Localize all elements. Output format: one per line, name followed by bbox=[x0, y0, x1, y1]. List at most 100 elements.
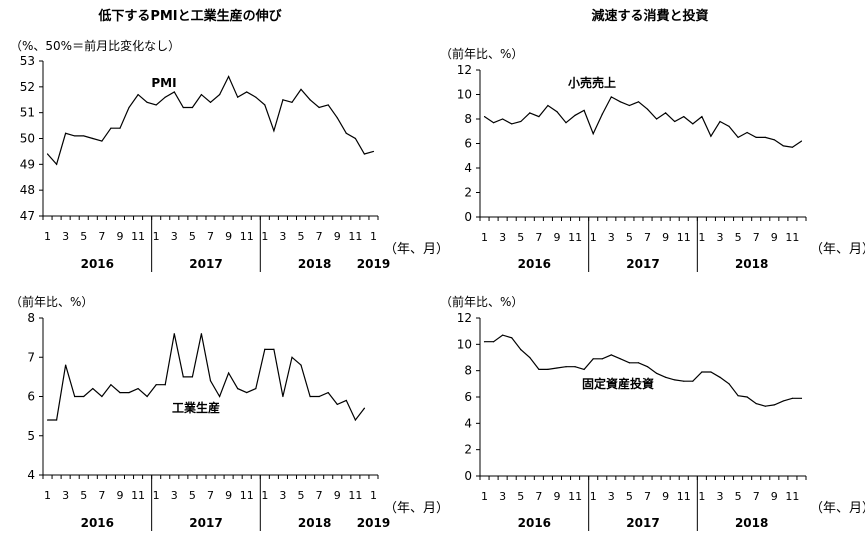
y-tick-label: 7 bbox=[27, 350, 35, 364]
data-point bbox=[309, 395, 311, 398]
data-point bbox=[137, 93, 139, 96]
data-point bbox=[237, 96, 239, 98]
x-tick-label: 7 bbox=[535, 490, 542, 503]
y-unit-label: （前年比、%） bbox=[10, 294, 93, 309]
data-point bbox=[755, 136, 757, 138]
data-point bbox=[710, 371, 712, 373]
year-label: 2016 bbox=[81, 257, 114, 271]
data-point bbox=[363, 153, 366, 155]
x-tick-label: 5 bbox=[735, 231, 742, 244]
x-tick-label: 5 bbox=[517, 231, 524, 244]
data-point bbox=[228, 372, 230, 374]
data-point bbox=[728, 383, 730, 385]
x-tick-label: 5 bbox=[298, 230, 305, 243]
x-tick-label: 3 bbox=[499, 490, 506, 503]
x-tick-label: 7 bbox=[644, 490, 651, 503]
data-point bbox=[538, 368, 540, 370]
y-tick-label: 6 bbox=[464, 390, 472, 404]
data-point bbox=[655, 372, 658, 374]
data-point bbox=[655, 118, 658, 120]
year-label: 2017 bbox=[189, 257, 222, 271]
y-tick-label: 53 bbox=[20, 54, 35, 68]
y-tick-label: 0 bbox=[464, 210, 472, 224]
data-point bbox=[529, 112, 531, 114]
data-point bbox=[273, 348, 275, 350]
data-point bbox=[755, 402, 757, 405]
x-tick-label: 11 bbox=[785, 490, 799, 503]
x-tick-label: 3 bbox=[499, 231, 506, 244]
year-label: 2019 bbox=[357, 516, 390, 530]
x-tick-label: 3 bbox=[608, 231, 615, 244]
data-point bbox=[65, 364, 67, 366]
x-tick-label: 5 bbox=[189, 489, 196, 502]
data-point bbox=[520, 349, 522, 351]
x-tick-label: 7 bbox=[316, 489, 323, 502]
year-label: 2016 bbox=[518, 257, 551, 271]
year-label: 2018 bbox=[735, 257, 768, 271]
y-tick-label: 4 bbox=[464, 416, 472, 430]
y-tick-label: 6 bbox=[27, 390, 35, 404]
data-point bbox=[511, 123, 513, 125]
data-point bbox=[483, 341, 486, 343]
x-tick-label: 7 bbox=[753, 231, 760, 244]
y-tick-label: 47 bbox=[20, 209, 35, 223]
data-point bbox=[574, 114, 576, 116]
x-tick-label: 3 bbox=[279, 230, 286, 243]
y-unit-label: （前年比、%） bbox=[440, 46, 523, 61]
x-tick-label: 1 bbox=[590, 231, 597, 244]
data-point bbox=[327, 391, 329, 394]
x-tick-label: 11 bbox=[348, 230, 362, 243]
x-tick-label: 9 bbox=[116, 489, 123, 502]
data-point bbox=[146, 101, 148, 103]
series-label: 固定資産投資 bbox=[582, 376, 654, 391]
y-tick-label: 5 bbox=[27, 429, 35, 443]
data-point bbox=[336, 117, 338, 119]
x-axis-unit-label: （年、月） bbox=[810, 501, 865, 516]
x-tick-label: 9 bbox=[334, 230, 341, 243]
year-label: 2018 bbox=[298, 257, 331, 271]
data-point bbox=[354, 419, 356, 421]
data-point bbox=[282, 99, 284, 101]
data-point bbox=[692, 380, 694, 382]
data-point bbox=[209, 380, 212, 382]
data-point bbox=[83, 395, 85, 398]
data-point bbox=[773, 139, 775, 141]
data-point bbox=[737, 395, 739, 397]
data-point bbox=[345, 132, 347, 134]
data-point bbox=[583, 368, 585, 370]
data-point bbox=[547, 104, 549, 107]
data-point bbox=[782, 400, 784, 402]
x-tick-label: 7 bbox=[207, 489, 214, 502]
y-tick-label: 12 bbox=[457, 63, 472, 77]
x-tick-label: 1 bbox=[153, 489, 160, 502]
data-point bbox=[218, 93, 221, 96]
data-point bbox=[282, 395, 284, 398]
y-tick-label: 2 bbox=[464, 443, 472, 457]
data-point bbox=[601, 358, 603, 360]
data-point bbox=[502, 334, 504, 336]
data-point bbox=[665, 376, 667, 378]
year-label: 2019 bbox=[357, 257, 390, 271]
y-tick-label: 8 bbox=[27, 311, 35, 325]
data-point bbox=[372, 150, 375, 153]
data-point bbox=[182, 376, 184, 378]
data-point bbox=[637, 101, 640, 103]
data-point bbox=[255, 96, 257, 98]
data-point bbox=[520, 120, 522, 123]
data-point bbox=[191, 106, 193, 109]
data-point bbox=[719, 120, 721, 123]
y-tick-label: 52 bbox=[20, 80, 35, 94]
data-point bbox=[300, 88, 302, 91]
x-tick-label: 1 bbox=[261, 489, 268, 502]
x-tick-label: 5 bbox=[80, 230, 87, 243]
data-point bbox=[683, 115, 685, 118]
data-point bbox=[583, 109, 585, 112]
y-tick-label: 0 bbox=[464, 469, 472, 483]
y-tick-label: 10 bbox=[457, 88, 472, 102]
data-point bbox=[764, 136, 766, 138]
y-unit-label: （%、50%＝前月比変化なし） bbox=[10, 38, 180, 53]
data-point bbox=[309, 99, 311, 101]
data-point bbox=[746, 396, 748, 398]
data-point bbox=[155, 384, 157, 386]
data-point bbox=[318, 395, 320, 398]
